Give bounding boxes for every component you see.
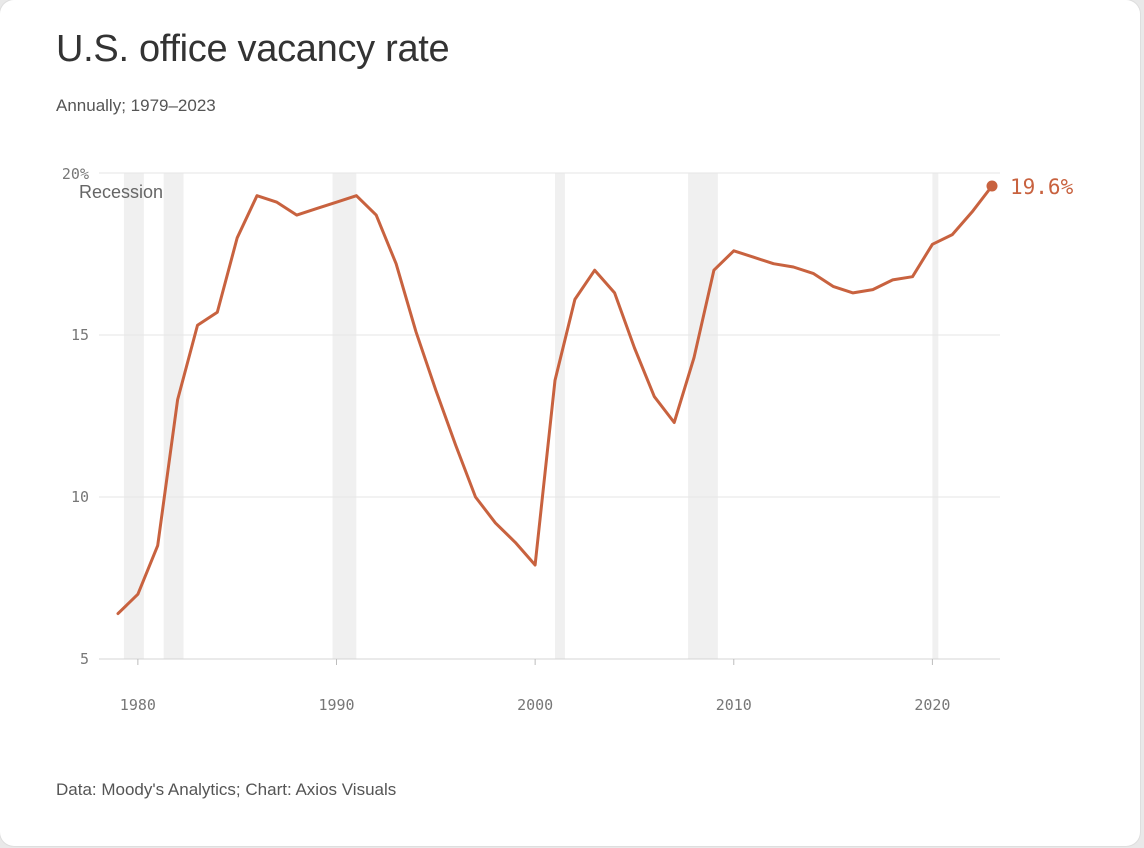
chart-subtitle: Annually; 1979–2023 [56, 96, 216, 115]
chart-title: U.S. office vacancy rate [56, 28, 450, 70]
y-tick-label-10: 10 [71, 488, 89, 506]
gridlines [99, 172, 1000, 660]
y-tick-label-5: 5 [80, 650, 89, 668]
recession-bands [123, 173, 939, 659]
x-tick-label-1980: 1980 [120, 696, 156, 714]
end-point-marker [986, 180, 998, 192]
chart-source: Data: Moody's Analytics; Chart: Axios Vi… [56, 780, 397, 799]
series-line-1 [116, 184, 994, 616]
x-tick-label-2020: 2020 [914, 696, 950, 714]
recession-band-4 [555, 173, 565, 659]
y-tick-label-20: 20% [62, 165, 89, 183]
end-value-label: 19.6% [1010, 175, 1074, 199]
recession-band-1 [123, 173, 144, 659]
x-tick-label-2010: 2010 [716, 696, 752, 714]
recession-band-2 [163, 173, 184, 659]
series-layer [116, 184, 994, 616]
x-tick-label-1990: 1990 [318, 696, 354, 714]
y-axis-ticks: 5 10 15 20% [62, 165, 89, 668]
x-axis-ticks: 1980 1990 2000 2010 2020 [120, 659, 950, 714]
recession-legend-label: Recession [79, 182, 163, 202]
y-tick-label-15: 15 [71, 326, 89, 344]
recession-band-5 [688, 173, 718, 659]
recession-band-6 [932, 173, 939, 659]
recession-band-3 [332, 173, 357, 659]
x-tick-label-2000: 2000 [517, 696, 553, 714]
annotations: 19.6% [986, 175, 1074, 199]
